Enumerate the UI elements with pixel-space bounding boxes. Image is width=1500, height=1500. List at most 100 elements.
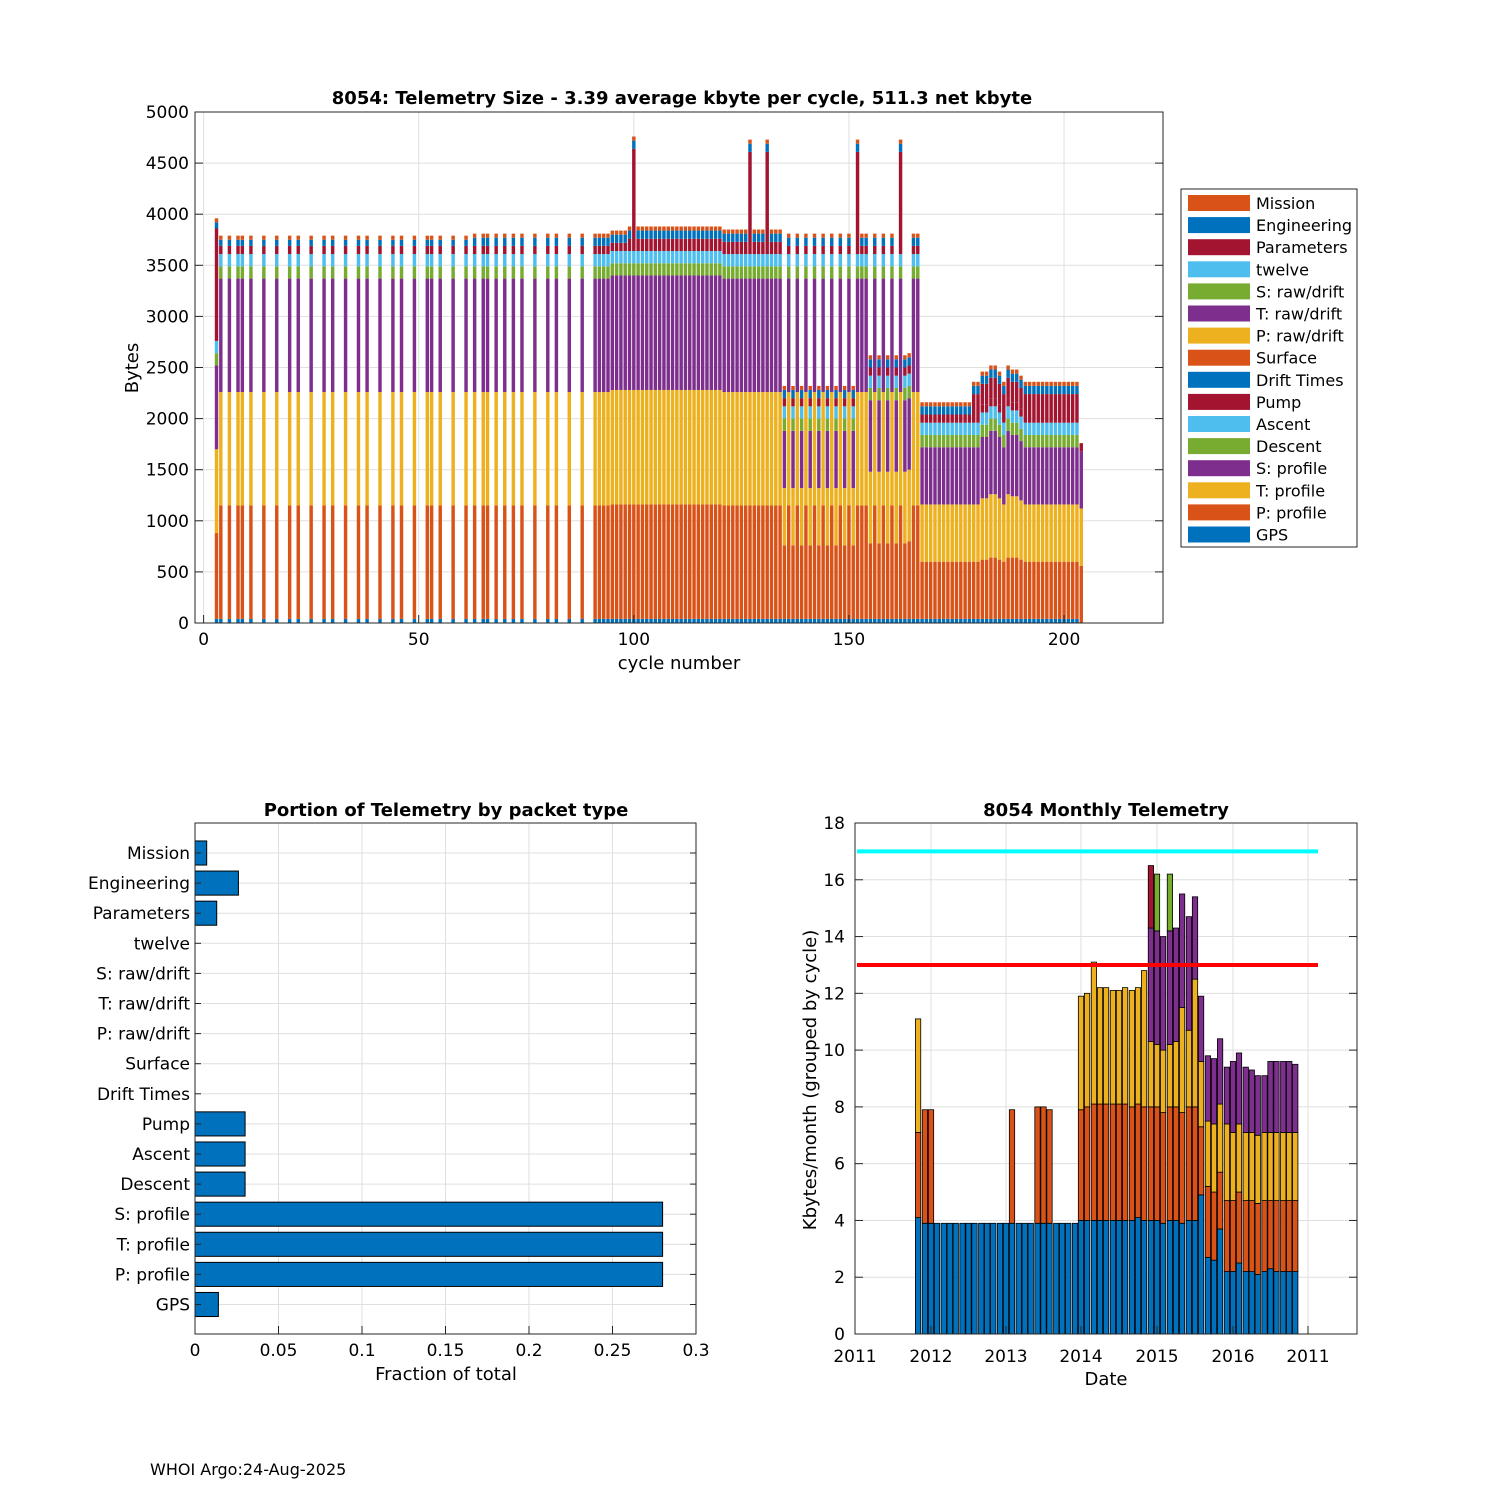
- top-bar-segment: [287, 278, 292, 393]
- top-bar-segment: [997, 424, 1002, 437]
- top-bar-segment: [640, 389, 645, 505]
- top-bar-segment: [752, 266, 757, 279]
- top-bar-segment: [752, 241, 757, 255]
- top-bar-segment: [399, 505, 404, 619]
- top-bar-segment: [950, 434, 954, 448]
- top-bar-segment: [774, 505, 778, 619]
- top-bar-segment: [670, 389, 675, 505]
- top-bar-segment: [1053, 381, 1058, 386]
- top-bar-segment: [804, 392, 808, 506]
- monthly-bar-segment: [1286, 1132, 1293, 1201]
- top-bar-segment: [739, 229, 744, 234]
- top-bar-segment: [761, 618, 765, 623]
- top-bar-segment: [885, 543, 890, 619]
- top-bar-segment: [1075, 394, 1079, 415]
- top-bar-segment: [830, 392, 834, 506]
- top-bar-segment: [838, 278, 843, 393]
- top-bar-segment: [614, 275, 619, 390]
- top-bar-segment: [743, 233, 748, 242]
- top-bar-segment: [429, 239, 434, 246]
- top-bar-segment: [838, 254, 843, 267]
- top-bar-segment: [653, 250, 658, 264]
- monthly-bar-segment: [1210, 1123, 1218, 1193]
- top-bar-segment: [911, 266, 916, 279]
- top-bar-segment: [920, 447, 924, 505]
- packet-ytick-label: P: profile: [115, 1265, 190, 1285]
- top-bar-segment: [743, 505, 748, 619]
- top-bar-segment: [847, 245, 851, 255]
- monthly-xtick-label: 2013: [984, 1347, 1027, 1367]
- top-bar-segment: [1010, 402, 1015, 411]
- top-bar-segment: [494, 618, 498, 623]
- top-bar-segment: [692, 504, 696, 619]
- top-bar-segment: [769, 229, 774, 234]
- top-bar-segment: [722, 618, 726, 623]
- top-bar-segment: [330, 505, 335, 619]
- top-bar-segment: [916, 245, 920, 255]
- top-bar-segment: [705, 238, 709, 251]
- top-bar-segment: [924, 504, 929, 562]
- top-bar-segment: [808, 488, 812, 546]
- top-bar-segment: [1032, 385, 1036, 395]
- top-bar-segment: [1010, 410, 1015, 423]
- packet-ytick-label: Surface: [125, 1055, 190, 1075]
- top-bar-segment: [653, 263, 658, 276]
- legend-label: P: profile: [1256, 503, 1327, 522]
- top-bar-segment: [481, 392, 485, 506]
- top-bar-segment: [812, 266, 817, 279]
- top-bar-segment: [627, 275, 632, 390]
- monthly-bar-segment: [1185, 1220, 1192, 1335]
- legend-swatch: [1188, 416, 1250, 432]
- top-bar-segment: [670, 618, 675, 623]
- top-bar-segment: [1045, 385, 1049, 395]
- top-bar-segment: [275, 618, 279, 623]
- top-bar-segment: [774, 229, 778, 234]
- monthly-bar-segment: [1166, 930, 1173, 1045]
- top-bar-segment: [343, 266, 348, 279]
- top-bar-segment: [645, 226, 649, 231]
- top-bar-segment: [520, 505, 524, 619]
- top-bar-segment: [700, 389, 705, 505]
- top-bar-segment: [262, 245, 266, 255]
- top-bar-segment: [713, 230, 718, 239]
- top-bar-segment: [864, 505, 868, 619]
- top-bar-segment: [980, 618, 985, 623]
- top-bar-segment: [275, 254, 279, 267]
- top-bar-segment: [627, 389, 632, 505]
- top-bar-segment: [894, 359, 898, 368]
- top-bar-segment: [666, 504, 670, 619]
- top-bar-segment: [885, 355, 890, 360]
- top-bar-segment: [236, 505, 240, 619]
- top-bar-segment: [675, 618, 679, 623]
- monthly-bar-segment: [921, 1109, 928, 1224]
- top-bar-segment: [653, 238, 658, 251]
- top-bar-segment: [898, 505, 903, 619]
- top-bar-segment: [391, 505, 395, 619]
- monthly-bar-segment: [1172, 1220, 1180, 1335]
- top-bar-segment: [1070, 447, 1075, 505]
- top-bar-segment: [632, 136, 636, 141]
- top-bar-segment: [670, 504, 675, 619]
- monthly-bar-segment: [1147, 1041, 1154, 1108]
- top-bar-segment: [511, 392, 516, 506]
- top-bar-segment: [692, 230, 696, 239]
- top-bar-segment: [606, 266, 610, 279]
- monthly-bar-segment: [1235, 1262, 1243, 1335]
- top-bar-segment: [786, 505, 791, 619]
- top-bar-segment: [937, 406, 942, 415]
- top-bar-segment: [791, 618, 795, 623]
- top-ytick-label: 2500: [146, 359, 189, 379]
- top-bar-segment: [1045, 447, 1049, 505]
- top-bar-segment: [1053, 394, 1058, 415]
- monthly-bar-segment: [1292, 1200, 1299, 1272]
- top-bar-segment: [765, 505, 769, 619]
- top-bar-segment: [941, 406, 946, 415]
- monthly-bar-segment: [1008, 1109, 1016, 1224]
- top-bar-segment: [795, 245, 800, 255]
- top-bar-segment: [619, 242, 623, 251]
- top-bar-segment: [834, 385, 838, 390]
- monthly-ytick-label: 2: [834, 1268, 845, 1288]
- top-bar-segment: [825, 389, 830, 399]
- top-bar-segment: [791, 488, 795, 546]
